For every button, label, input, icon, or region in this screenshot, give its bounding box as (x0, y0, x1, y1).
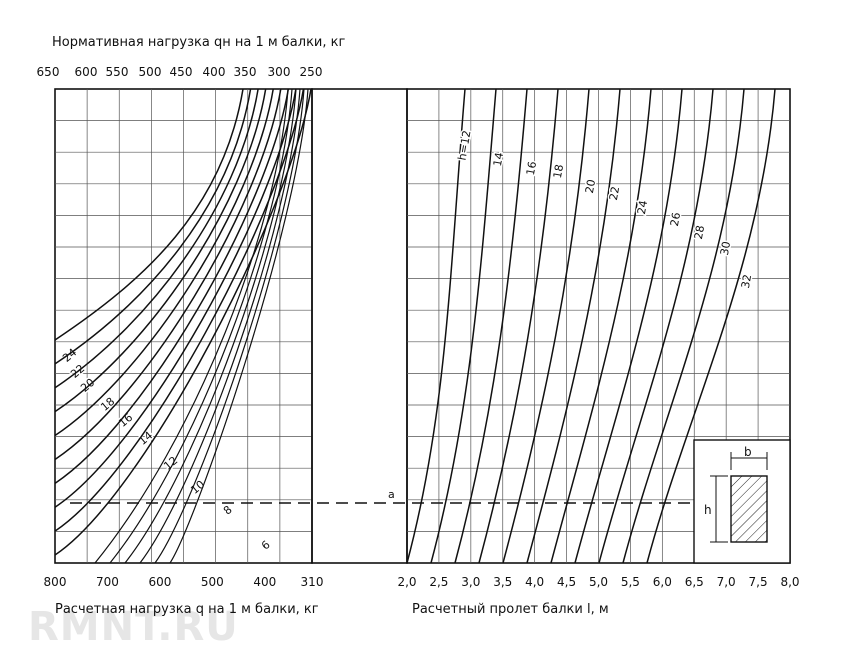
series-line-10 (54, 88, 297, 508)
bottom-left-tick-label: 400 (253, 575, 276, 589)
bottom-right-tick-label: 3,5 (493, 575, 512, 589)
bottom-right-tick-label: 5,0 (589, 575, 608, 589)
series-line-minor (94, 88, 289, 564)
series-label-22: 22 (607, 185, 622, 201)
bottom-right-tick-label: 8,0 (780, 575, 799, 589)
series-line-minor (139, 88, 301, 564)
series-line-14 (430, 88, 497, 564)
top-tick-label: 450 (170, 65, 193, 79)
series-label-24: 24 (635, 199, 650, 215)
inset-b-label: b (744, 445, 752, 459)
series-line-28 (598, 88, 714, 564)
bottom-right-tick-label: 2,0 (397, 575, 416, 589)
series-line-16 (454, 88, 528, 564)
bottom-right-tick-label: 6,5 (685, 575, 704, 589)
series-line-24 (550, 88, 652, 564)
top-tick-label: 500 (139, 65, 162, 79)
series-label-30: 30 (718, 240, 733, 256)
top-tick-label: 600 (75, 65, 98, 79)
series-line-16 (54, 88, 274, 437)
bottom-left-tick-label: 310 (301, 575, 324, 589)
bottom-right-tick-label: 4,5 (557, 575, 576, 589)
bottom-right-tick-label: 4,0 (525, 575, 544, 589)
series-label-8: 8 (221, 503, 235, 517)
series-label-10: 10 (188, 478, 207, 497)
series-label-14: 14 (491, 151, 506, 167)
right-x-axis-title: Расчетный пролет балки l, м (412, 602, 609, 617)
bottom-left-tick-label: 500 (201, 575, 224, 589)
series-line-20 (54, 88, 259, 389)
series-line-h-12 (406, 88, 466, 564)
left-x-axis-title: Расчетная нагрузка q на 1 м балки, кг (55, 602, 319, 617)
series-line-24 (54, 88, 244, 341)
bottom-right-tick-label: 3,0 (461, 575, 480, 589)
series-label-32: 32 (739, 273, 754, 289)
top-tick-label: 550 (106, 65, 129, 79)
bottom-right-tick-label: 6,0 (653, 575, 672, 589)
series-line-12 (54, 88, 290, 484)
top-tick-label: 250 (300, 65, 323, 79)
series-line-18 (54, 88, 267, 413)
series-label-20: 20 (583, 178, 598, 194)
inset-h-label: h (704, 503, 712, 517)
bottom-left-tick-label: 600 (148, 575, 171, 589)
series-line-30 (622, 88, 745, 564)
series-line-22 (526, 88, 621, 564)
series-label-28: 28 (692, 224, 707, 240)
series-line-18 (478, 88, 559, 564)
top-tick-label: 300 (268, 65, 291, 79)
series-line-20 (502, 88, 590, 564)
top-tick-label: 650 (37, 65, 60, 79)
series-label-18: 18 (551, 163, 566, 179)
series-line-minor (154, 88, 305, 564)
top-tick-label: 350 (234, 65, 257, 79)
series-line-14 (54, 88, 282, 461)
annotation-a: a (388, 488, 395, 501)
series-label-12: 12 (161, 454, 180, 473)
series-label-6: 6 (259, 538, 273, 552)
series-line-32 (646, 88, 776, 564)
bottom-right-tick-label: 5,5 (621, 575, 640, 589)
bottom-right-tick-label: 7,0 (717, 575, 736, 589)
series-line-22 (54, 88, 252, 365)
bottom-left-tick-label: 700 (96, 575, 119, 589)
series-label-26: 26 (668, 211, 683, 227)
series-line-minor (109, 88, 293, 564)
series-label-14: 14 (136, 429, 155, 448)
cross-section-inset: b h (693, 439, 791, 564)
beam-section-rect (730, 475, 768, 543)
top-tick-label: 400 (203, 65, 226, 79)
series-line-minor (124, 88, 297, 564)
top-axis-title: Нормативная нагрузка qн на 1 м балки, кг (52, 35, 345, 50)
series-label-16: 16 (524, 160, 539, 176)
axis-tick-labels: 800 700 600 500 400 310 650 600 550 500 450 400 350 3… (37, 65, 800, 589)
watermark: RMNT.RU (28, 604, 239, 650)
bottom-right-tick-label: 7,5 (749, 575, 768, 589)
series-line-minor (169, 88, 309, 564)
series-line-26 (574, 88, 683, 564)
bottom-left-tick-label: 800 (44, 575, 67, 589)
bottom-right-tick-label: 2,5 (429, 575, 448, 589)
